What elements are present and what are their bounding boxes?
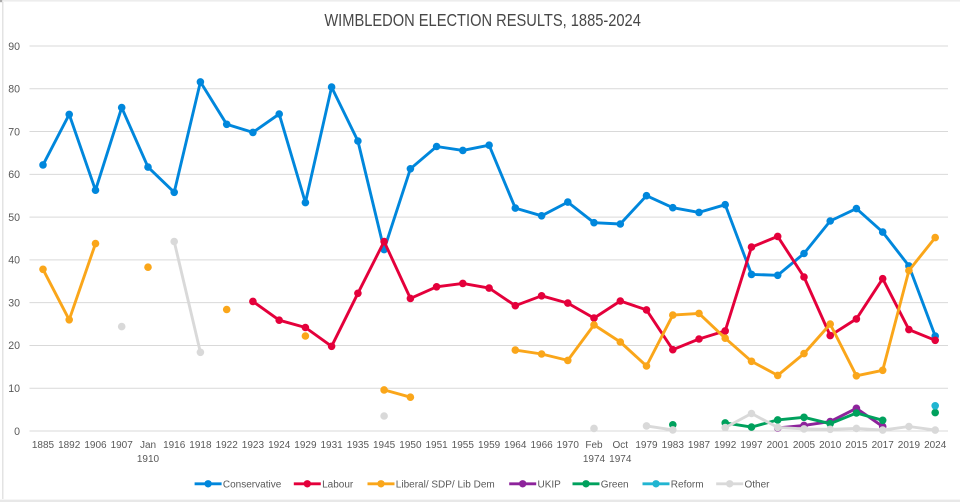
- svg-text:Jan: Jan: [140, 440, 156, 451]
- svg-text:1906: 1906: [84, 440, 107, 451]
- svg-text:Other: Other: [745, 479, 771, 490]
- svg-text:1979: 1979: [635, 440, 658, 451]
- svg-text:1910: 1910: [137, 454, 160, 465]
- svg-text:2015: 2015: [845, 440, 868, 451]
- svg-text:1918: 1918: [189, 440, 212, 451]
- svg-text:1935: 1935: [347, 440, 370, 451]
- svg-text:WIMBLEDON ELECTION RESULTS, 18: WIMBLEDON ELECTION RESULTS, 1885-2024: [324, 10, 641, 30]
- svg-text:1970: 1970: [557, 440, 580, 451]
- svg-text:1974: 1974: [609, 454, 632, 465]
- svg-text:1929: 1929: [294, 440, 317, 451]
- svg-text:1992: 1992: [714, 440, 737, 451]
- svg-text:1907: 1907: [111, 440, 134, 451]
- svg-text:1997: 1997: [740, 440, 763, 451]
- svg-text:20: 20: [8, 340, 20, 352]
- svg-text:60: 60: [8, 169, 20, 181]
- svg-text:Labour: Labour: [322, 479, 354, 490]
- svg-text:1923: 1923: [242, 440, 265, 451]
- svg-text:1955: 1955: [452, 440, 475, 451]
- svg-text:1931: 1931: [320, 440, 343, 451]
- svg-text:Feb: Feb: [585, 440, 603, 451]
- svg-text:30: 30: [8, 298, 20, 310]
- svg-text:1924: 1924: [268, 440, 291, 451]
- svg-text:2010: 2010: [819, 440, 842, 451]
- svg-text:2017: 2017: [872, 440, 895, 451]
- svg-text:Conservative: Conservative: [223, 479, 282, 490]
- svg-text:UKIP: UKIP: [538, 479, 562, 490]
- svg-text:1959: 1959: [478, 440, 501, 451]
- svg-text:40: 40: [8, 255, 20, 267]
- svg-text:1974: 1974: [583, 454, 606, 465]
- svg-text:1916: 1916: [163, 440, 186, 451]
- svg-text:1964: 1964: [504, 440, 527, 451]
- svg-text:1951: 1951: [425, 440, 448, 451]
- svg-text:2001: 2001: [767, 440, 790, 451]
- svg-text:1950: 1950: [399, 440, 422, 451]
- svg-text:70: 70: [8, 126, 20, 138]
- svg-text:1945: 1945: [373, 440, 396, 451]
- svg-text:Oct: Oct: [613, 440, 629, 451]
- svg-text:0: 0: [14, 426, 20, 438]
- svg-text:2024: 2024: [924, 440, 947, 451]
- svg-text:Liberal/ SDP/ Lib Dem: Liberal/ SDP/ Lib Dem: [396, 479, 495, 490]
- svg-text:50: 50: [8, 212, 20, 224]
- svg-text:Reform: Reform: [671, 479, 704, 490]
- svg-text:1966: 1966: [530, 440, 553, 451]
- svg-text:1885: 1885: [32, 440, 55, 451]
- svg-text:1892: 1892: [58, 440, 81, 451]
- svg-text:2019: 2019: [898, 440, 921, 451]
- svg-text:90: 90: [8, 41, 20, 53]
- svg-text:1983: 1983: [662, 440, 685, 451]
- svg-text:2005: 2005: [793, 440, 816, 451]
- svg-text:Green: Green: [601, 479, 629, 490]
- svg-text:80: 80: [8, 84, 20, 96]
- svg-text:1987: 1987: [688, 440, 711, 451]
- svg-text:10: 10: [8, 383, 20, 395]
- svg-text:1922: 1922: [216, 440, 239, 451]
